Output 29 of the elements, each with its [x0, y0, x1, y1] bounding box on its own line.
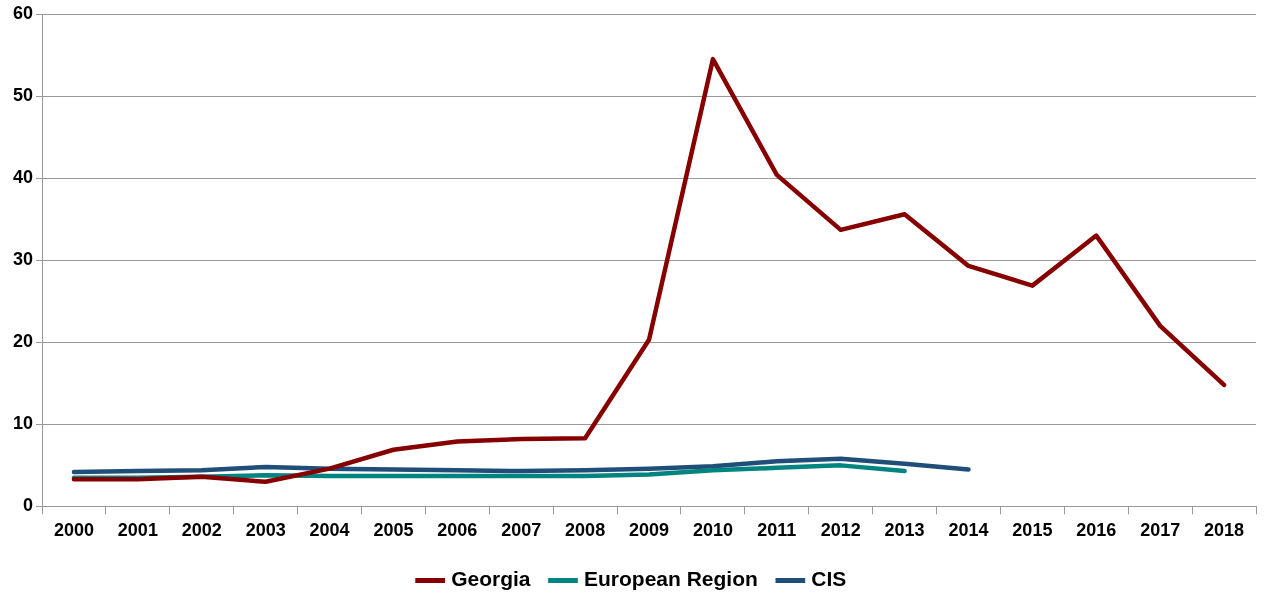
- x-tick-label: 2017: [1140, 520, 1181, 541]
- y-tick-label: 30: [12, 249, 34, 270]
- legend-label: European Region: [584, 567, 758, 591]
- x-tick-label: 2013: [884, 520, 925, 541]
- y-tick-label: 40: [12, 167, 34, 188]
- x-tick-label: 2012: [820, 520, 861, 541]
- x-tick-label: 2003: [245, 520, 286, 541]
- x-tick-label: 2014: [948, 520, 989, 541]
- x-tick-label: 2010: [692, 520, 733, 541]
- y-tick-label: 20: [12, 331, 34, 352]
- x-tick-label: 2000: [53, 520, 94, 541]
- x-tick-label: 2011: [757, 520, 797, 541]
- x-tick-label: 2018: [1204, 520, 1245, 541]
- x-tick-label: 2006: [437, 520, 478, 541]
- x-tick-label: 2009: [628, 520, 670, 541]
- y-tick-label: 10: [12, 413, 34, 434]
- x-tick-label: 2007: [501, 520, 542, 541]
- x-tick-label: 2016: [1076, 520, 1117, 541]
- x-tick-label: 2001: [117, 520, 158, 541]
- x-tick-label: 2004: [309, 520, 350, 541]
- legend-label: CIS: [811, 567, 847, 591]
- x-tick-label: 2015: [1012, 520, 1053, 541]
- y-tick-label: 60: [12, 2, 34, 23]
- x-tick-label: 2002: [181, 520, 222, 541]
- y-tick-label: 50: [12, 85, 34, 106]
- x-tick-label: 2005: [373, 520, 414, 541]
- y-tick-label: 0: [23, 495, 34, 516]
- x-tick-label: 2008: [565, 520, 606, 541]
- legend-label: Georgia: [451, 567, 531, 591]
